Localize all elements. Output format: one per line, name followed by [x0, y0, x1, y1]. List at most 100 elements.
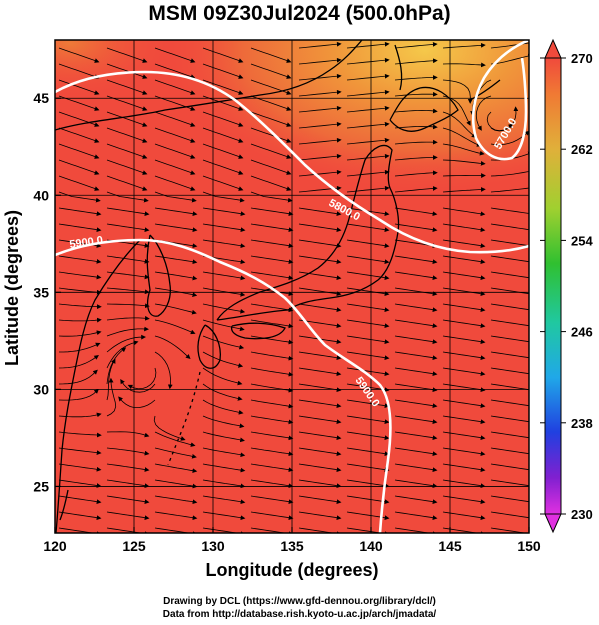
streamline [154, 431, 196, 447]
streamline [298, 351, 342, 361]
streamline [394, 463, 438, 473]
streamline [442, 367, 486, 377]
streamline [346, 105, 390, 113]
colorbar-bottom-triangle [544, 513, 562, 534]
streamline [346, 185, 390, 193]
colorbar-ticks [540, 57, 566, 515]
streamline [250, 399, 294, 409]
streamline [58, 330, 102, 337]
streamline [154, 159, 196, 175]
streamline [154, 111, 196, 127]
streamline [490, 271, 529, 281]
streamline [127, 367, 157, 390]
streamline [58, 412, 102, 418]
streamline [106, 527, 150, 533]
streamline [346, 41, 390, 49]
streamline [394, 335, 438, 345]
streamline [442, 42, 486, 49]
streamline [346, 415, 390, 425]
streamline [298, 431, 342, 441]
streamline [106, 303, 150, 309]
streamline [394, 58, 438, 65]
streamline [106, 207, 150, 217]
map-title: MSM 09Z30Jul2024 (500.0hPa) [148, 2, 451, 25]
streamline [394, 155, 438, 161]
streamline [106, 447, 150, 456]
streamline [490, 351, 529, 361]
streamline [58, 63, 100, 79]
streamline [394, 303, 438, 313]
streamline [250, 351, 294, 361]
colorbar-top-triangle [544, 38, 562, 59]
streamline [58, 255, 102, 264]
streamline [250, 527, 294, 533]
streamline [442, 351, 486, 361]
streamline [202, 367, 243, 386]
streamline [490, 287, 529, 297]
streamline [346, 73, 390, 81]
colorbar-labels: 270 262 254 246 238 230 [571, 51, 593, 522]
streamline [490, 495, 529, 505]
streamline [250, 207, 294, 217]
shikoku-coast [230, 322, 286, 340]
streamline [298, 169, 342, 177]
streamline [250, 463, 294, 473]
streamline [58, 388, 99, 401]
streamline [154, 207, 198, 217]
x-tick-label: 150 [517, 538, 541, 554]
streamline [202, 511, 246, 521]
streamline [154, 79, 196, 95]
streamline [298, 415, 342, 425]
streamline [154, 191, 197, 203]
contour-5700 [471, 40, 529, 161]
colorbar-label: 238 [571, 416, 593, 431]
height-contours [55, 40, 529, 533]
streamline [442, 223, 486, 233]
streamline [490, 463, 529, 473]
streamline [106, 111, 148, 127]
streamline [202, 127, 244, 143]
streamline [250, 431, 294, 441]
streamline [106, 175, 148, 191]
kyushu-coast [197, 324, 221, 369]
y-tick-label: 35 [33, 284, 49, 300]
streamline [442, 127, 482, 147]
streamline [346, 223, 390, 233]
streamline [106, 334, 146, 353]
streamline [202, 287, 246, 297]
streamline [346, 57, 390, 65]
streamline [442, 79, 473, 104]
streamline [154, 351, 173, 390]
warm-region-north-west [55, 40, 355, 200]
streamline [202, 111, 244, 127]
streamline [202, 47, 244, 63]
streamline [58, 447, 102, 456]
streamline [298, 137, 342, 145]
mainland-coast [55, 40, 363, 131]
streamline [298, 527, 342, 533]
x-axis-label: Longitude (degrees) [205, 560, 378, 580]
x-axis: 120 125 130 135 140 145 150 [43, 527, 541, 554]
streamline [58, 495, 102, 505]
streamline [490, 106, 519, 132]
streamline [202, 447, 246, 458]
streamline [394, 223, 438, 233]
streamline [442, 287, 486, 297]
streamline [58, 369, 98, 385]
streamline [490, 185, 529, 193]
streamline [298, 41, 342, 49]
streamline [250, 223, 294, 233]
streamline [250, 95, 292, 111]
streamline [250, 415, 294, 425]
streamline [202, 63, 244, 79]
streamline [394, 351, 438, 361]
streamline [490, 447, 529, 457]
streamline [442, 271, 486, 281]
streamline [298, 153, 342, 161]
streamline [442, 239, 486, 249]
streamline [346, 527, 390, 533]
x-tick-label: 130 [201, 538, 225, 554]
streamline [106, 326, 149, 337]
streamline [250, 287, 294, 297]
streamline [394, 415, 438, 425]
